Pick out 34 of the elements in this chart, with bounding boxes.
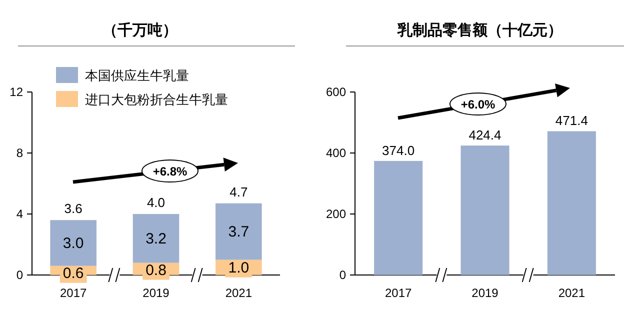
x-tick-label: 2021 — [225, 286, 252, 300]
data-label: 374.0 — [382, 142, 415, 158]
data-label: 3.0 — [62, 234, 84, 252]
y-tick-label: 8 — [16, 146, 24, 160]
x-tick-label: 2017 — [384, 286, 412, 300]
data-label: 471.4 — [555, 113, 588, 128]
data-label: 3.7 — [228, 224, 250, 241]
chart-title: 乳制品零售额（十亿元） — [396, 21, 562, 39]
y-tick-label: 4 — [16, 207, 24, 221]
y-tick-label: 600 — [326, 85, 346, 99]
data-label: 3.2 — [146, 230, 166, 248]
chart-title: （千万吨） — [102, 22, 178, 39]
legend-label: 本国供应生牛乳量 — [85, 68, 189, 83]
x-tick-label: 2021 — [558, 286, 586, 300]
data-label: 0.6 — [62, 264, 84, 282]
bar — [460, 146, 510, 275]
annotation: +6.8% — [152, 164, 188, 178]
y-tick-label: 400 — [326, 146, 346, 160]
bar — [374, 160, 423, 275]
bar — [547, 131, 596, 275]
data-label: 424.4 — [468, 128, 502, 143]
total-label: 3.6 — [64, 201, 82, 216]
y-tick-label: 12 — [10, 85, 24, 99]
x-tick-label: 2019 — [142, 286, 170, 300]
x-tick-label: 2017 — [60, 286, 88, 300]
total-label: 4.7 — [230, 184, 248, 200]
x-tick-label: 2019 — [472, 286, 499, 300]
legend-label: 进口大包粉折合生牛乳量 — [85, 92, 228, 107]
y-tick-label: 0 — [339, 268, 346, 282]
total-label: 4.0 — [146, 195, 166, 210]
y-tick-label: 0 — [16, 268, 24, 282]
data-label: 0.8 — [146, 262, 166, 279]
y-tick-label: 200 — [326, 207, 346, 221]
annotation: +6.0% — [460, 98, 496, 112]
